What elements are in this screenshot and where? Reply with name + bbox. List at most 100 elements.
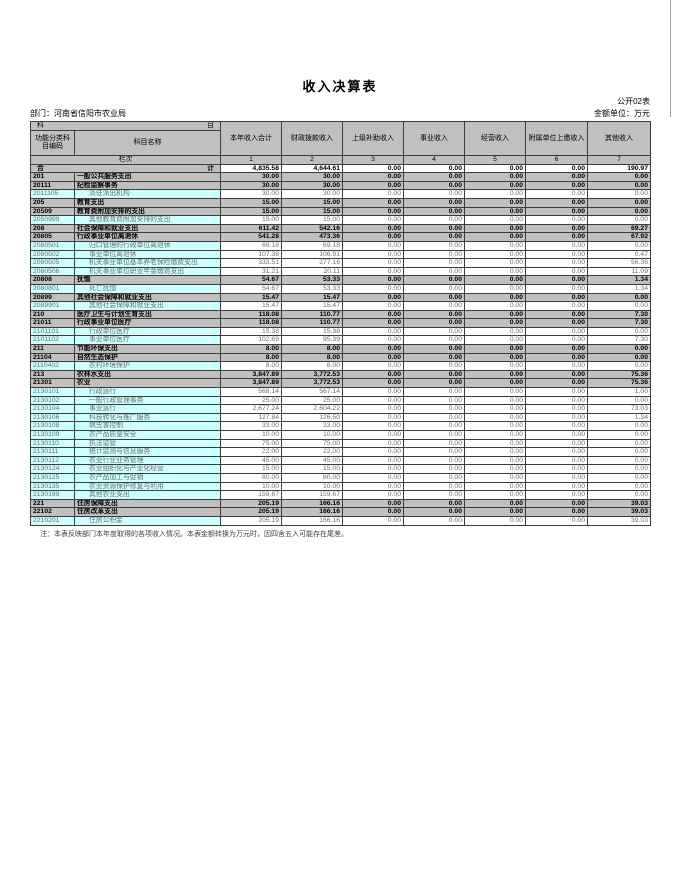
value-cell: 166.16: [281, 515, 343, 526]
table-row: 21104 自然生态保护 8.00 8.00 0.00 0.00 0.00 0.00 0.00: [30, 352, 651, 363]
code-cell: 2130135: [30, 481, 75, 492]
value-cell: 0.00: [342, 404, 404, 414]
code-cell: 2080801: [30, 283, 75, 294]
value-cell: 0.00: [403, 206, 465, 217]
value-cell: 15.47: [281, 301, 343, 311]
value-cell: 0.00: [464, 455, 526, 466]
value-cell: 0.00: [587, 447, 651, 457]
value-cell: 0.00: [342, 378, 404, 389]
value-cell: 0.00: [525, 430, 588, 440]
value-cell: 53.33: [281, 283, 343, 294]
total-value-cell: 0.00: [525, 163, 588, 174]
lanci-number-cell: 3: [342, 155, 404, 165]
value-cell: 0.00: [525, 326, 588, 337]
table-row: 2130125 农产品加工与促销 80.00 80.00 0.00 0.00 0.00 0.0…: [30, 472, 651, 483]
value-cell: 11.09: [587, 266, 651, 277]
table-row: 2130109 农产品质量安全 10.00 10.00 0.00 0.00 0.00 0.00…: [30, 430, 651, 440]
name-cell: 其他教育费附加安排的支出: [74, 215, 221, 225]
subject-header-row: 功能分类科目编码 科目名称: [30, 130, 651, 156]
table-row: 22102 住房改革支出 205.19 166.16 0.00 0.00 0.00 0.00 3…: [30, 507, 651, 517]
value-cell: 45.00: [220, 455, 282, 466]
value-cell: 33.00: [220, 421, 282, 431]
value-cell: 0.00: [525, 206, 588, 217]
value-cell: 15.00: [281, 206, 343, 217]
value-cell: 0.00: [342, 352, 404, 363]
value-cell: 0.00: [525, 447, 588, 457]
value-cell: 39.03: [587, 515, 651, 526]
value-cell: 15.47: [281, 292, 343, 303]
value-cell: 0.00: [403, 283, 465, 294]
value-cell: 0.00: [342, 249, 404, 260]
value-cell: 0.00: [342, 240, 404, 251]
value-cell: 30.00: [220, 180, 282, 191]
value-cell: 80.00: [220, 472, 282, 483]
table-row: 2210201 住房公积金 205.19 166.16 0.00 0.00 0.00 0.00…: [30, 515, 651, 526]
value-cell: 0.00: [403, 395, 465, 406]
value-cell: 0.00: [342, 490, 404, 500]
name-cell: 农林水支出: [74, 369, 221, 380]
value-cell: 0.00: [342, 361, 404, 371]
value-cell: 0.00: [525, 335, 588, 346]
value-cell: 0.00: [525, 438, 588, 449]
value-cell: 0.00: [403, 275, 465, 285]
value-cell: 205.19: [220, 515, 282, 526]
code-cell: 2130112: [30, 455, 75, 466]
value-cell: 0.00: [525, 344, 588, 354]
value-cell: 0.00: [525, 498, 588, 509]
value-cell: 45.00: [281, 455, 343, 466]
value-cell: 0.00: [403, 361, 465, 371]
table-row: 21011 行政事业单位医疗 118.08 110.77 0.00 0.00 0.00 0.0…: [30, 318, 651, 328]
value-cell: 0.00: [525, 395, 588, 406]
value-cell: 0.00: [525, 369, 588, 380]
lanci-number-cell: 2: [281, 155, 343, 165]
code-cell: 2130106: [30, 412, 75, 423]
table-row: 2130110 执法监管 75.00 75.00 0.00 0.00 0.00 0.00 0.0…: [30, 438, 651, 449]
table-row: 2011105 派驻派出机构 30.00 30.00 0.00 0.00 0.00 0.00 0…: [30, 189, 651, 199]
value-cell: 0.00: [464, 498, 526, 509]
name-cell: 事业单位医疗: [74, 335, 221, 346]
value-cell: 1.34: [587, 283, 651, 294]
value-cell: 0.00: [403, 258, 465, 268]
value-cell: 0.00: [464, 326, 526, 337]
value-cell: 73.03: [587, 404, 651, 414]
value-cell: 15.00: [220, 464, 282, 474]
column-header-code: 功能分类科目编码: [30, 130, 75, 156]
code-cell: 2011105: [30, 189, 75, 199]
value-cell: 541.28: [220, 232, 282, 242]
value-cell: 0.00: [587, 395, 651, 406]
department-label: 部门：河南省信阳市农业局: [30, 109, 126, 118]
name-cell: 一般公共服务支出: [74, 172, 221, 182]
value-cell: 159.67: [220, 490, 282, 500]
value-cell: 0.00: [587, 430, 651, 440]
name-cell: 行政事业单位医疗: [74, 318, 221, 328]
value-cell: 0.00: [587, 344, 651, 354]
name-cell: 节能环保支出: [74, 344, 221, 354]
total-value-cell: 0.00: [403, 163, 465, 174]
code-cell: 2130110: [30, 438, 75, 449]
value-cell: 0.00: [525, 378, 588, 389]
column-header: 其他收入: [587, 121, 651, 156]
value-cell: 0.00: [403, 240, 465, 251]
value-cell: 1.00: [587, 387, 651, 397]
value-cell: 0.00: [403, 421, 465, 431]
name-cell: 农业组织化与产业化经营: [74, 464, 221, 474]
table-row: 2080801 死亡抚恤 54.67 53.33 0.00 0.00 0.00 0.00 1.3…: [30, 283, 651, 294]
value-cell: 0.00: [342, 189, 404, 199]
value-cell: 0.00: [403, 438, 465, 449]
table-row: 2130101 行政运行 568.14 567.14 0.00 0.00 0.00 0.00 1…: [30, 387, 651, 397]
table-row: 20509 教育费附加安排的支出 15.00 15.00 0.00 0.00 0.00 0.0…: [30, 206, 651, 217]
table-row: 213 农林水支出 3,847.89 3,772.53 0.00 0.00 0.00 0.00…: [30, 369, 651, 380]
value-cell: 1.34: [587, 412, 651, 423]
value-cell: 126.50: [281, 412, 343, 423]
name-cell: 其他农业支出: [74, 490, 221, 500]
value-cell: 30.00: [281, 172, 343, 182]
code-cell: 22102: [30, 507, 75, 517]
column-header: 财政拨款收入: [281, 121, 343, 156]
name-cell: 统计监测与信息服务: [74, 447, 221, 457]
value-cell: 0.00: [587, 180, 651, 191]
code-cell: 21301: [30, 378, 75, 389]
lanci-number-cell: 4: [403, 155, 465, 165]
value-cell: 15.00: [220, 215, 282, 225]
value-cell: 0.00: [342, 309, 404, 320]
value-cell: 0.00: [403, 180, 465, 191]
